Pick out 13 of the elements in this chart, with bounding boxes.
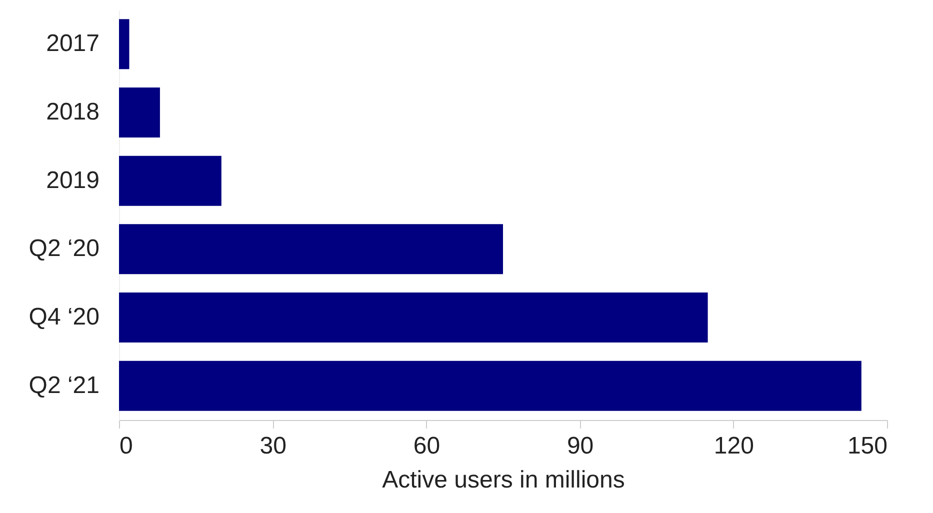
y-tick-label: Q2 ‘21 bbox=[28, 372, 100, 399]
y-tick-label: 2017 bbox=[46, 30, 100, 58]
x-tick-label: 0 bbox=[120, 432, 133, 460]
y-tick-label: Q4 ‘20 bbox=[28, 304, 100, 330]
x-tick-label: 60 bbox=[413, 432, 440, 460]
y-tick-label: Q2 ‘20 bbox=[28, 235, 100, 262]
y-tick-label: 2019 bbox=[46, 166, 100, 194]
x-tick-label: 150 bbox=[847, 432, 888, 460]
x-axis-title: Active users in millions bbox=[382, 466, 625, 494]
x-tick-label: 30 bbox=[260, 432, 286, 460]
x-tick-label: 120 bbox=[714, 432, 754, 460]
x-tick-label: 90 bbox=[566, 432, 594, 460]
y-tick-label: 2018 bbox=[46, 98, 100, 126]
